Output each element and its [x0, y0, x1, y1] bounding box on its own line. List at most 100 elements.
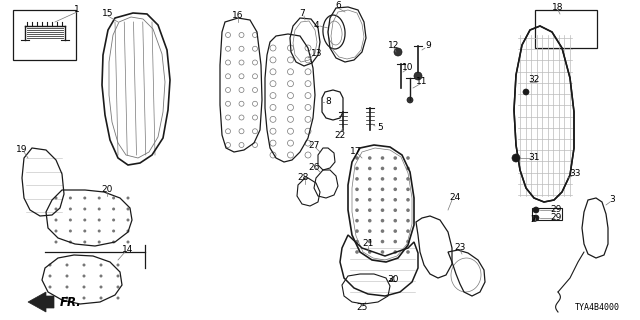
- Circle shape: [127, 207, 129, 211]
- Circle shape: [49, 297, 51, 300]
- Text: 24: 24: [449, 194, 461, 203]
- Circle shape: [407, 97, 413, 103]
- Circle shape: [83, 285, 86, 289]
- Circle shape: [49, 285, 51, 289]
- Circle shape: [98, 229, 100, 233]
- Text: 29: 29: [550, 205, 562, 214]
- Text: 32: 32: [528, 76, 540, 84]
- Circle shape: [69, 219, 72, 221]
- Circle shape: [523, 89, 529, 95]
- Circle shape: [368, 156, 372, 160]
- Circle shape: [394, 48, 402, 56]
- Circle shape: [116, 285, 120, 289]
- Text: 26: 26: [308, 163, 320, 172]
- Circle shape: [127, 219, 129, 221]
- Text: 7: 7: [299, 10, 305, 19]
- Text: 10: 10: [403, 63, 413, 73]
- Text: FR.: FR.: [60, 295, 82, 308]
- Circle shape: [381, 208, 384, 212]
- Polygon shape: [28, 292, 54, 312]
- Circle shape: [83, 241, 86, 244]
- Text: 25: 25: [356, 303, 368, 313]
- Circle shape: [368, 240, 372, 243]
- Text: 15: 15: [102, 10, 114, 19]
- Circle shape: [406, 177, 410, 181]
- Text: 30: 30: [387, 276, 399, 284]
- Circle shape: [381, 167, 384, 170]
- Text: TYA4B4000: TYA4B4000: [575, 303, 620, 312]
- Circle shape: [54, 207, 58, 211]
- Circle shape: [406, 198, 410, 202]
- Circle shape: [368, 188, 372, 191]
- Text: 5: 5: [377, 124, 383, 132]
- Text: 29: 29: [550, 213, 562, 222]
- Text: 21: 21: [362, 239, 374, 249]
- Circle shape: [112, 241, 115, 244]
- Circle shape: [394, 177, 397, 181]
- Circle shape: [98, 196, 100, 199]
- Circle shape: [381, 156, 384, 160]
- Circle shape: [355, 250, 359, 254]
- Text: 33: 33: [569, 170, 580, 179]
- Text: 18: 18: [552, 4, 564, 12]
- Text: 19: 19: [16, 146, 28, 155]
- Circle shape: [394, 188, 397, 191]
- Circle shape: [99, 285, 102, 289]
- Text: 27: 27: [308, 141, 320, 150]
- Circle shape: [406, 219, 410, 222]
- Text: 23: 23: [454, 244, 466, 252]
- Circle shape: [83, 196, 86, 199]
- Circle shape: [112, 219, 115, 221]
- Text: 13: 13: [311, 50, 323, 59]
- Circle shape: [65, 275, 68, 277]
- Circle shape: [54, 219, 58, 221]
- Circle shape: [368, 219, 372, 222]
- Text: 6: 6: [335, 2, 341, 11]
- Circle shape: [406, 208, 410, 212]
- Text: 12: 12: [388, 42, 400, 51]
- Circle shape: [49, 275, 51, 277]
- Circle shape: [533, 207, 539, 213]
- Circle shape: [533, 215, 539, 221]
- Circle shape: [69, 229, 72, 233]
- Circle shape: [127, 241, 129, 244]
- Circle shape: [355, 208, 359, 212]
- Circle shape: [414, 72, 422, 80]
- Circle shape: [368, 177, 372, 181]
- Circle shape: [112, 229, 115, 233]
- Circle shape: [99, 297, 102, 300]
- Circle shape: [127, 229, 129, 233]
- Circle shape: [406, 240, 410, 243]
- Circle shape: [99, 263, 102, 267]
- Circle shape: [83, 297, 86, 300]
- Text: 4: 4: [313, 21, 319, 30]
- Circle shape: [355, 167, 359, 170]
- Circle shape: [355, 156, 359, 160]
- Circle shape: [83, 219, 86, 221]
- Text: 28: 28: [298, 173, 308, 182]
- Text: 16: 16: [232, 12, 244, 20]
- Circle shape: [127, 196, 129, 199]
- Text: 3: 3: [609, 196, 615, 204]
- Text: 8: 8: [325, 98, 331, 107]
- Circle shape: [381, 219, 384, 222]
- Text: 1: 1: [74, 5, 80, 14]
- Circle shape: [406, 167, 410, 170]
- Circle shape: [406, 229, 410, 233]
- Circle shape: [394, 219, 397, 222]
- Text: 2: 2: [530, 215, 536, 225]
- Text: 11: 11: [416, 77, 428, 86]
- Circle shape: [355, 177, 359, 181]
- Circle shape: [54, 196, 58, 199]
- Circle shape: [98, 241, 100, 244]
- Circle shape: [381, 229, 384, 233]
- Circle shape: [355, 229, 359, 233]
- Circle shape: [512, 154, 520, 162]
- Circle shape: [406, 250, 410, 254]
- Circle shape: [368, 229, 372, 233]
- Circle shape: [49, 263, 51, 267]
- Circle shape: [116, 263, 120, 267]
- Circle shape: [65, 263, 68, 267]
- Circle shape: [394, 156, 397, 160]
- Circle shape: [394, 167, 397, 170]
